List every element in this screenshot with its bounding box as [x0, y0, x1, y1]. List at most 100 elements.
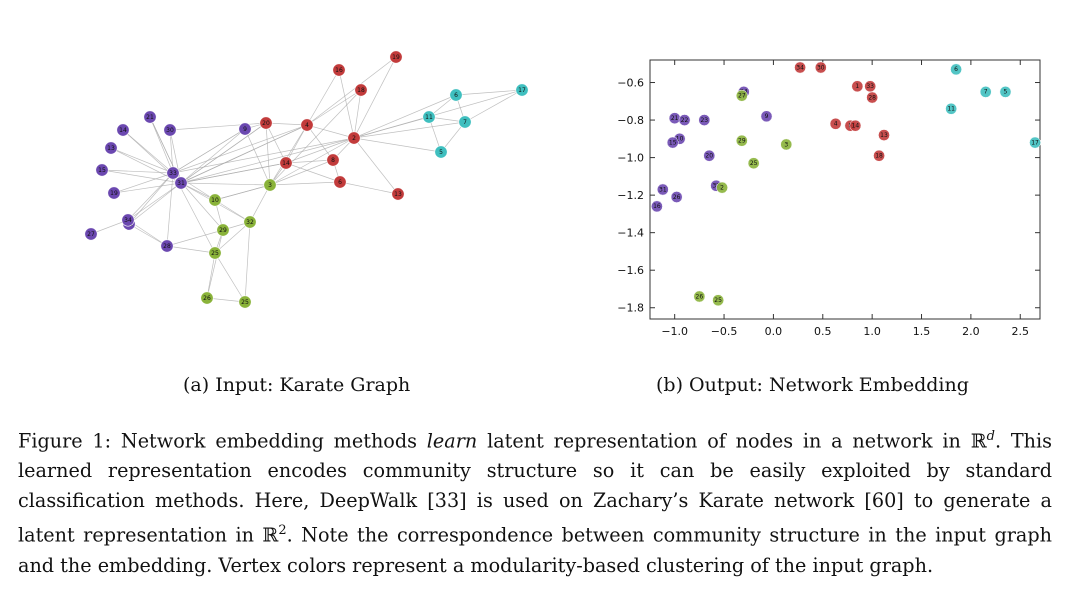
scatter-point-label: 20 [705, 153, 713, 160]
graph-node-label: 16 [335, 67, 343, 74]
scatter-point: 6 [950, 63, 962, 76]
graph-node-label: 21 [146, 114, 154, 121]
scatter-point-label: 25 [750, 160, 758, 167]
graph-node-label: 29 [219, 227, 227, 234]
graph-node-marker [389, 50, 403, 64]
graph-edge [113, 172, 174, 194]
graph-node-label: 17 [518, 87, 526, 94]
scatter-point-marker [1029, 136, 1041, 149]
scatter-point: 34 [794, 61, 806, 74]
subcaption-a: (a) Input: Karate Graph [183, 374, 411, 396]
graph-node: 15 [95, 163, 109, 177]
scatter-point-marker [698, 114, 711, 126]
graph-edge [353, 56, 397, 139]
y-axis: −0.6 −0.8 −1.0 −1.2 −1.4 −1.6 −1.8 [617, 77, 1040, 315]
scatter-point-marker [716, 181, 728, 194]
graph-edge [172, 128, 246, 174]
graph-node: 13 [104, 141, 118, 155]
scatter-point-label: 32 [712, 183, 720, 190]
graph-edge [110, 147, 174, 174]
scatter-point: 29 [735, 134, 748, 147]
graph-edge [172, 124, 308, 174]
scatter-point-label: 29 [738, 138, 746, 145]
graph-node-label: 31 [177, 180, 185, 187]
graph-node: 34 [121, 213, 135, 227]
graph-edge [285, 159, 334, 164]
graph-edge [353, 89, 523, 139]
graph-node-label: 32 [246, 219, 254, 226]
graph-edge [206, 229, 224, 299]
graph-edge [353, 94, 457, 139]
x-axis: −1.0 −0.5 0.0 0.5 1.0 1.5 2.0 2.5 [661, 60, 1029, 338]
scatter-point: 25 [747, 157, 760, 170]
scatter-point-label: 16 [653, 203, 661, 210]
graph-node-label: 4 [305, 122, 309, 129]
graph-node-label: 13 [394, 191, 402, 198]
graph-node-label: 14 [119, 127, 127, 134]
graph-node: 10 [208, 193, 222, 207]
graph-node-label: 10 [211, 197, 219, 204]
scatter-point-marker [712, 294, 724, 307]
graph-node: 33 [166, 166, 180, 180]
graph-node-marker [458, 115, 472, 129]
graph-node: 13 [391, 187, 405, 201]
scatter-point-marker [666, 136, 679, 149]
graph-node-marker [166, 166, 180, 180]
scatter-point: 3 [780, 138, 793, 151]
scatter-point-marker [735, 89, 748, 102]
scatter-point-marker [979, 86, 992, 98]
graph-node: 6 [333, 175, 347, 189]
scatter-point-label: 28 [868, 94, 876, 101]
scatter-point-label: 13 [880, 132, 888, 139]
graph-node-label: 3 [268, 182, 272, 189]
scatter-point-label: 30 [817, 64, 825, 71]
graph-node-label: 19 [392, 54, 400, 61]
scatter-point-marker [945, 102, 957, 115]
graph-node-marker [243, 215, 257, 229]
scatter-point: 21 [668, 112, 681, 125]
scatter-point-marker [656, 183, 669, 196]
graph-node-marker [422, 110, 436, 124]
figure-caption: Figure 1: Network embedding methods lear… [18, 429, 1053, 577]
graph-node-marker [160, 239, 174, 253]
graph-node: 19 [389, 50, 403, 64]
graph-node-label: 25 [211, 250, 219, 257]
scatter-point: 20 [703, 149, 716, 162]
graph-node-label: 20 [262, 120, 270, 127]
graph-node-marker [332, 63, 346, 77]
graph-edge [464, 89, 523, 123]
graph-edge [214, 199, 251, 223]
graph-edge [180, 122, 267, 184]
graph-edge [166, 229, 224, 247]
graph-edge [306, 124, 355, 139]
graph-node-label: 13 [107, 145, 115, 152]
graph-edge [214, 221, 251, 254]
graph-edge [338, 69, 355, 139]
graph-node-label: 8 [331, 157, 335, 164]
graph-edge [214, 252, 246, 303]
graph-edge [353, 121, 466, 139]
graph-node: 21 [143, 110, 157, 124]
scatter-point-marker [829, 117, 842, 130]
graph-node: 5 [434, 145, 448, 159]
graph-node: 25 [238, 295, 252, 309]
scatter-point: 16 [651, 200, 663, 213]
scatter-point-label: 3 [784, 141, 788, 148]
scatter-point-marker [651, 200, 663, 213]
scatter-point-label: 27 [738, 92, 746, 99]
scatter-point: 27 [735, 89, 748, 102]
graph-edge [265, 122, 308, 126]
scatter-point-label: 4 [834, 121, 838, 128]
graph-node-label: 19 [110, 190, 118, 197]
scatter-point-marker [760, 110, 773, 123]
scatter-point-marker [794, 61, 806, 74]
graph-edge [166, 245, 216, 254]
graph-node-marker [263, 178, 277, 192]
scatter-point: 9 [760, 110, 773, 123]
y-tick-label: −1.0 [617, 152, 644, 165]
graph-edge [127, 172, 174, 221]
scatter-point: 23 [698, 114, 711, 126]
graph-edge [180, 128, 246, 184]
scatter-point: 7 [979, 86, 992, 98]
x-tick-label: −1.0 [661, 325, 688, 338]
